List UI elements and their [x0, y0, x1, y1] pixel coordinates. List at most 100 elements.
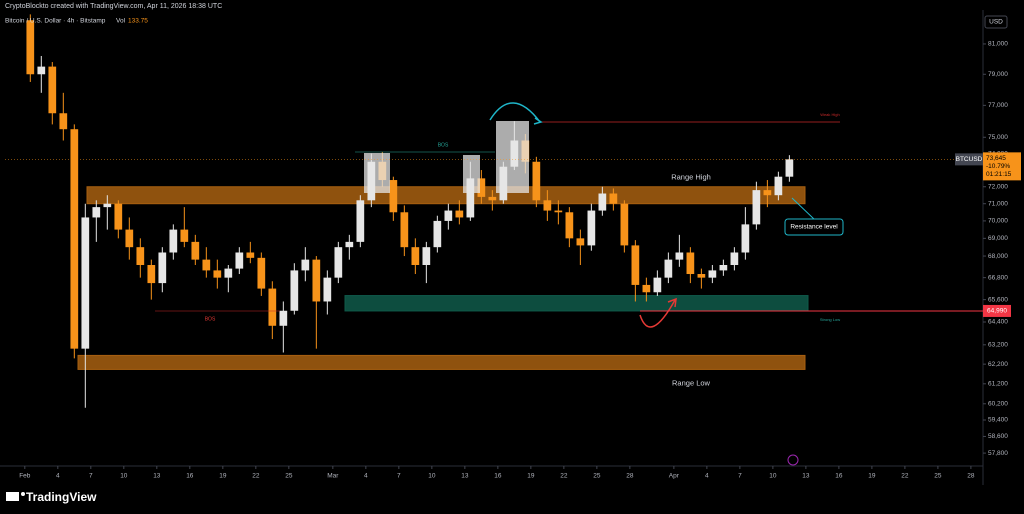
x-tick-label: 13 — [461, 473, 469, 480]
candle-body — [235, 252, 244, 269]
candle-body — [488, 196, 497, 201]
candle-body — [356, 200, 365, 242]
candle-body — [653, 277, 662, 293]
highlight-box — [364, 153, 390, 193]
y-tick-label: 70,000 — [988, 218, 1008, 225]
x-tick-label: Feb — [19, 473, 31, 480]
arc-arrow — [639, 299, 676, 328]
candle-body — [752, 190, 761, 225]
candle-body — [411, 247, 420, 266]
candles — [26, 14, 794, 408]
candle-body — [26, 20, 35, 75]
candle-body — [59, 113, 68, 130]
candle-body — [224, 268, 233, 278]
candle-body — [312, 259, 321, 302]
zone — [77, 354, 806, 370]
x-tick-label: 25 — [285, 473, 293, 480]
y-tick-label: 75,000 — [988, 134, 1008, 141]
candle-body — [147, 265, 156, 284]
candle-body — [631, 245, 640, 285]
candle-body — [741, 224, 750, 253]
x-tick-label: 19 — [527, 473, 535, 480]
y-tick-label: 61,200 — [988, 381, 1008, 388]
candle-body — [81, 217, 90, 349]
y-tick-label: 63,200 — [988, 342, 1008, 349]
x-tick-label: 25 — [934, 473, 942, 480]
candle-body — [323, 277, 332, 302]
y-tick-label: 66,800 — [988, 274, 1008, 281]
last-price-label: 73,645 — [986, 155, 1006, 162]
candle-body — [268, 288, 277, 326]
candle-body — [477, 178, 486, 197]
y-tick-label: 64,400 — [988, 319, 1008, 326]
candle-body — [37, 66, 46, 75]
candle-body — [697, 274, 706, 278]
price-line-box — [983, 304, 1011, 317]
x-tick-label: 28 — [626, 473, 634, 480]
candle-body — [686, 252, 695, 275]
volume-value: 133.75 — [128, 18, 148, 25]
candle-body — [114, 203, 123, 230]
candle-body — [719, 265, 728, 271]
x-tick-label: 16 — [494, 473, 502, 480]
change-label: -10.79% — [986, 163, 1010, 170]
candle-body — [290, 270, 299, 311]
x-tick-label: 22 — [901, 473, 909, 480]
candle-body — [389, 180, 398, 213]
zone-label: Range Low — [672, 378, 711, 387]
zones — [77, 186, 809, 370]
zone-label: Range High — [671, 173, 711, 182]
x-tick-label: 7 — [397, 473, 401, 480]
x-tick-label: 4 — [705, 473, 709, 480]
candle-body — [708, 270, 717, 278]
x-tick-label: 10 — [120, 473, 128, 480]
x-tick-label: 22 — [252, 473, 260, 480]
candle-body — [444, 210, 453, 221]
x-tick-label: 28 — [967, 473, 975, 480]
annotation: Weak High — [820, 112, 840, 117]
annotation: Resistance level — [790, 224, 838, 231]
x-tick-label: 10 — [769, 473, 777, 480]
x-tick-label: 7 — [89, 473, 93, 480]
x-tick-label: 16 — [186, 473, 194, 480]
currency-box — [984, 15, 1008, 29]
candle-body — [301, 259, 310, 271]
symbol-box — [955, 153, 983, 166]
callout-box — [784, 218, 844, 236]
y-tick-label: 71,000 — [988, 200, 1008, 207]
x-tick-label: Apr — [669, 473, 680, 480]
y-tick-label: 57,800 — [988, 450, 1008, 457]
candle-body — [400, 212, 409, 248]
event-icon — [787, 454, 799, 466]
x-tick-label: 4 — [364, 473, 368, 480]
candle-body — [158, 252, 167, 284]
highlight-box — [496, 121, 529, 193]
candle-body — [763, 190, 772, 196]
x-tick-label: 10 — [428, 473, 436, 480]
candle-body — [565, 212, 574, 239]
candle-body — [730, 252, 739, 266]
candle-body — [125, 229, 134, 248]
candle-body — [103, 203, 112, 208]
x-tick-label: 22 — [560, 473, 568, 480]
credit: CryptoBlockto created with TradingView.c… — [5, 3, 222, 10]
candle-body — [213, 270, 222, 278]
x-tick-label: 19 — [219, 473, 227, 480]
y-tick-label: 62,200 — [988, 361, 1008, 368]
annotation: BOS — [438, 142, 449, 148]
currency: USD — [989, 19, 1003, 26]
x-tick-label: 25 — [593, 473, 601, 480]
last-price-box — [983, 152, 1021, 181]
arrowhead — [667, 297, 677, 308]
volume-label: Vol — [116, 18, 126, 25]
y-tick-label: 77,000 — [988, 102, 1008, 109]
x-tick-label: 13 — [153, 473, 161, 480]
x-tick-label: 7 — [738, 473, 742, 480]
x-tick-label: Mar — [327, 473, 339, 480]
footer-brand: TradingView — [26, 490, 97, 504]
candle-body — [191, 241, 200, 260]
candle-body — [70, 129, 79, 349]
y-tick-label: 72,000 — [988, 183, 1008, 190]
candle-body — [334, 247, 343, 278]
